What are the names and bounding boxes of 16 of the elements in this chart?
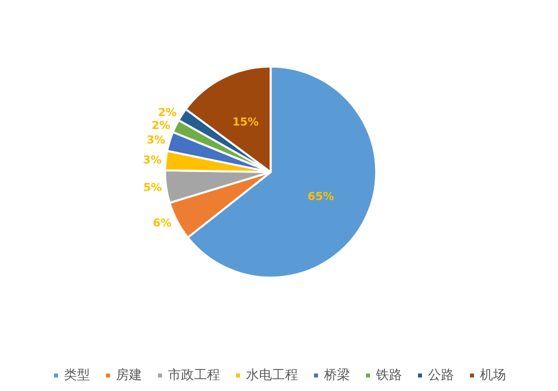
- legend-label: 市政工程: [168, 368, 220, 383]
- legend-label: 水电工程: [246, 368, 298, 383]
- data-label: 65%: [308, 190, 334, 203]
- legend-label: 公路: [428, 368, 454, 383]
- data-label: 5%: [143, 180, 162, 194]
- legend-label: 铁路: [375, 368, 402, 383]
- data-label: 3%: [142, 154, 162, 167]
- data-label: 3%: [146, 134, 166, 147]
- legend-label: 桥梁: [323, 367, 350, 383]
- data-label: 2%: [158, 106, 177, 119]
- data-label: 2%: [152, 118, 170, 132]
- legend-label: 类型: [64, 368, 90, 383]
- data-label: 15%: [232, 116, 259, 129]
- data-label: 6%: [152, 216, 172, 230]
- legend-label: 房建: [116, 367, 142, 383]
- legend-label: 机场: [480, 368, 506, 383]
